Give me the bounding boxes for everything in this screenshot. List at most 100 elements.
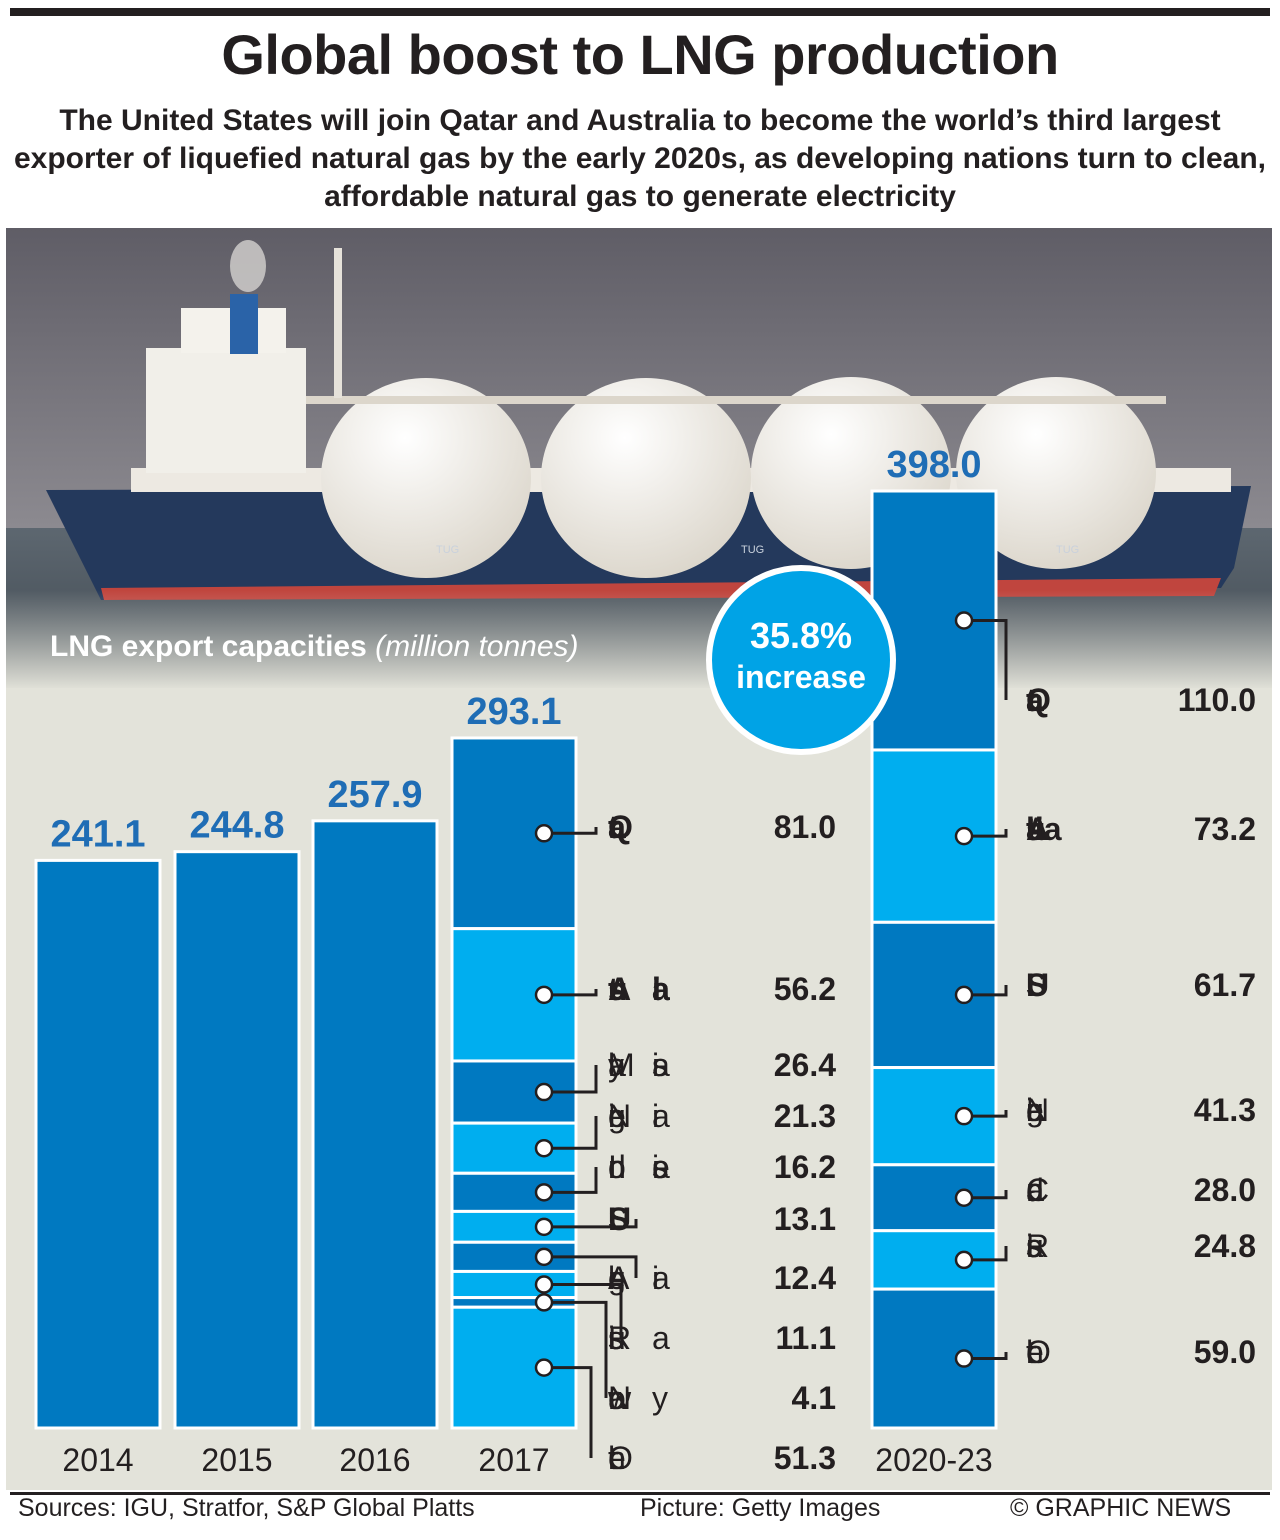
- segment-value-2020-23-canada: 28.0: [1194, 1172, 1256, 1208]
- ship-funnel: [230, 294, 258, 354]
- cargo-tank-4: [956, 377, 1156, 569]
- photo-fade: [6, 590, 1272, 690]
- leader-dot-2017-australia: [534, 985, 554, 1005]
- segment-value-2020-23-australia: 73.2: [1194, 811, 1256, 847]
- category-label-2020-23: 2020-23: [875, 1442, 992, 1478]
- bar-2015: [173, 850, 301, 1430]
- segment-value-2020-23-qatar: 110.0: [1178, 682, 1256, 718]
- footer-rule: [10, 1492, 1270, 1495]
- leader-dot-2017-nigeria: [534, 1138, 554, 1158]
- chart-unit: (million tonnes): [375, 630, 578, 663]
- leader-lines: [534, 611, 1008, 1458]
- page-title: Global boost to LNG production: [221, 23, 1059, 86]
- plot-area: [34, 489, 998, 1430]
- segment-name-2020-23-australia: Australia: [1026, 811, 1062, 847]
- segment-value-2017-indonesia: 16.2: [774, 1149, 836, 1185]
- segment-name-2017-australia: Australia: [608, 971, 670, 1007]
- segment-name-2017-us: U.S.: [608, 1201, 631, 1237]
- leader-dot-2017-norway: [534, 1293, 554, 1312]
- segment-value-2017-russia: 11.1: [775, 1320, 836, 1356]
- leader-2020-23-nigeria: [964, 1110, 1008, 1118]
- total-label-2020-23: 398.0: [886, 444, 981, 486]
- bar-2014: [34, 858, 162, 1430]
- segment-name-2017-russia: Russia: [608, 1320, 670, 1356]
- leader-dot-2017-us: [534, 1217, 554, 1237]
- tanker-ship: TUG TUG TUG: [46, 240, 1251, 600]
- total-label-2014: 241.1: [50, 813, 145, 855]
- leader-2020-23-us: [964, 985, 1008, 997]
- leader-dot-2017-algeria: [534, 1247, 554, 1267]
- category-label-2015: 2015: [201, 1442, 272, 1478]
- leader-2017-norway: [544, 1300, 608, 1398]
- category-label-2014: 2014: [62, 1442, 133, 1478]
- leader-dot-2017-malaysia: [534, 1082, 554, 1102]
- category-label-2016: 2016: [339, 1442, 410, 1478]
- leader-dot-2017-indonesia: [534, 1183, 554, 1202]
- tanker-photo: TUG TUG TUG: [6, 228, 1272, 690]
- segment-name-2020-23-russia: Russia: [1026, 1228, 1049, 1264]
- segment-value-2017-malaysia: 26.4: [774, 1047, 836, 1083]
- leader-2017-us: [544, 1219, 638, 1229]
- segment-value-2020-23-other: 59.0: [1194, 1334, 1256, 1370]
- total-label-2016: 257.9: [327, 774, 422, 816]
- ship-bridge: [146, 348, 306, 473]
- leader-2017-qatar: [544, 827, 598, 835]
- segment-name-2017-nigeria: Nigeria: [608, 1098, 670, 1134]
- leader-2017-nigeria: [544, 1116, 598, 1150]
- ship-walkway: [306, 396, 1166, 404]
- increase-badge: 35.8% increase: [706, 565, 896, 755]
- increase-label: increase: [736, 659, 866, 695]
- leader-dot-2020-23-canada: [954, 1188, 974, 1208]
- segment-value-2017-qatar: 81.0: [774, 809, 836, 845]
- leader-dot-2020-23-us: [954, 985, 974, 1005]
- increase-badge-circle: [706, 565, 896, 755]
- leader-2017-indonesia: [544, 1167, 598, 1194]
- leader-dot-2017-qatar: [534, 824, 554, 843]
- increase-percent: 35.8%: [750, 615, 852, 656]
- leader-2020-23-canada: [964, 1190, 1008, 1200]
- leader-2017-australia: [544, 989, 598, 997]
- segment-value-2020-23-us: 61.7: [1194, 967, 1256, 1003]
- page-subtitle: The United States will join Qatar and Au…: [13, 104, 1266, 213]
- leader-2020-23-other: [964, 1352, 1008, 1361]
- cargo-tank-1: [321, 378, 531, 578]
- segment-name-2017-other: Other: [608, 1440, 633, 1476]
- chart-panel: TUG TUG TUG 241.1 2014 244.8 2015 257.9 2016 2…: [6, 228, 1272, 1490]
- total-label-2017: 293.1: [466, 691, 561, 733]
- leader-2017-russia: [544, 1283, 623, 1338]
- leader-dot-2017-russia: [534, 1275, 554, 1294]
- ship-smoke: [230, 240, 266, 292]
- leader-2017-malaysia: [544, 1065, 598, 1094]
- segment-value-2017-nigeria: 21.3: [774, 1098, 836, 1134]
- hull-marking: TUG: [1056, 544, 1079, 556]
- leader-2020-23-australia: [964, 829, 1008, 838]
- hull-marking: TUG: [436, 544, 459, 556]
- segment-value-2020-23-russia: 24.8: [1194, 1228, 1256, 1264]
- leader-dot-2020-23-qatar: [954, 611, 974, 630]
- chart-title-text: LNG export capacities: [50, 630, 367, 663]
- segment-value-2017-algeria: 12.4: [774, 1260, 836, 1296]
- segment-value-2017-us: 13.1: [774, 1201, 836, 1237]
- lng-chart: TUG TUG TUG 241.1 2014 244.8 2015 257.9 2016 2…: [6, 228, 1272, 1478]
- segment-name-2017-indonesia: Indonesia: [608, 1149, 670, 1185]
- leader-2020-23-qatar: [964, 618, 1008, 700]
- leader-dot-2020-23-nigeria: [954, 1106, 974, 1126]
- segment-value-2017-norway: 4.1: [792, 1380, 836, 1416]
- leader-2017-other: [544, 1366, 593, 1458]
- segment-name-2017-qatar: Qatar: [608, 809, 633, 845]
- segment-name-2020-23-canada: Canada: [1026, 1172, 1049, 1208]
- segment-name-2020-23-other: Other: [1026, 1334, 1051, 1370]
- chart-title: LNG export capacities (million tonnes): [50, 630, 579, 663]
- leader-dot-2017-other: [534, 1358, 554, 1377]
- copyright-text: © GRAPHIC NEWS: [1010, 1494, 1232, 1522]
- segment-name-2020-23-nigeria: Nigeria: [1026, 1092, 1049, 1128]
- bar-2016: [311, 819, 439, 1430]
- segment-value-2017-australia: 56.2: [774, 971, 836, 1007]
- leader-dot-2020-23-australia: [954, 826, 974, 846]
- picture-credit: Picture: Getty Images: [640, 1494, 881, 1522]
- segment-name-2020-23-us: U.S.: [1026, 967, 1049, 1003]
- segment-name-2017-norway: Norway: [607, 1380, 668, 1416]
- segment-value-2020-23-nigeria: 41.3: [1194, 1092, 1256, 1128]
- total-label-2015: 244.8: [189, 805, 284, 847]
- segment-name-2017-malaysia: Malaysia: [608, 1047, 670, 1083]
